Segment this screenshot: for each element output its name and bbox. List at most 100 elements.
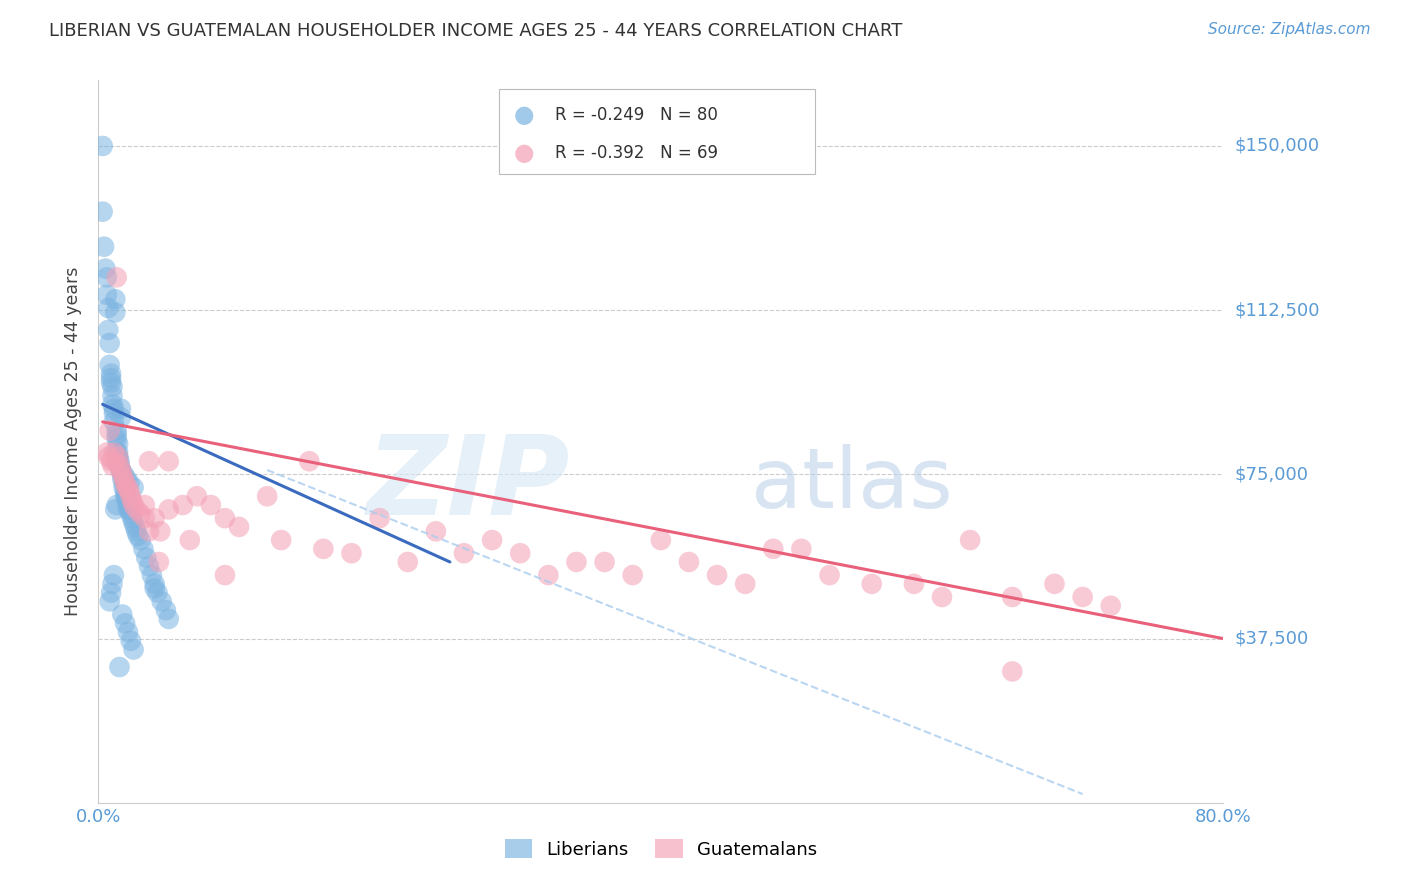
Point	[132, 541, 155, 556]
Point	[678, 555, 700, 569]
Point	[124, 520, 146, 534]
Point	[103, 406, 125, 420]
Point	[111, 467, 134, 482]
Point	[115, 481, 138, 495]
Point	[107, 450, 129, 464]
Point	[112, 467, 135, 482]
Point	[129, 533, 152, 547]
Point	[127, 529, 149, 543]
Point	[108, 454, 131, 468]
Point	[340, 546, 363, 560]
Point	[105, 445, 128, 459]
Point	[104, 454, 127, 468]
Point	[110, 410, 132, 425]
Point	[118, 502, 141, 516]
Point	[481, 533, 503, 547]
Point	[112, 481, 135, 495]
Point	[135, 550, 157, 565]
Point	[141, 568, 163, 582]
Point	[172, 498, 194, 512]
Point	[117, 481, 139, 495]
Text: R = -0.249   N = 80: R = -0.249 N = 80	[555, 105, 718, 124]
Point	[186, 489, 208, 503]
Point	[96, 270, 118, 285]
Point	[110, 463, 132, 477]
Point	[134, 498, 156, 512]
Point	[101, 577, 124, 591]
Point	[114, 476, 136, 491]
Point	[1099, 599, 1122, 613]
Point	[117, 625, 139, 640]
Point	[157, 612, 180, 626]
Point	[120, 489, 142, 503]
Point	[100, 371, 122, 385]
Point	[228, 520, 250, 534]
Text: ZIP: ZIP	[367, 432, 571, 539]
Point	[101, 380, 124, 394]
Point	[105, 424, 128, 438]
Point	[104, 292, 127, 306]
Text: ●: ●	[515, 141, 534, 165]
Point	[298, 454, 321, 468]
Point	[368, 511, 391, 525]
Point	[125, 524, 148, 539]
Point	[903, 577, 925, 591]
Text: R = -0.392   N = 69: R = -0.392 N = 69	[555, 144, 718, 161]
Point	[103, 401, 125, 416]
Point	[107, 445, 129, 459]
Point	[107, 436, 129, 450]
Point	[98, 594, 121, 608]
Point	[818, 568, 841, 582]
Point	[114, 489, 136, 503]
Point	[108, 458, 131, 473]
Point	[112, 476, 135, 491]
Point	[122, 516, 145, 530]
Point	[107, 450, 129, 464]
Point	[509, 546, 531, 560]
Point	[101, 388, 124, 402]
Point	[214, 511, 236, 525]
Point	[312, 541, 335, 556]
Point	[97, 450, 120, 464]
Point	[104, 305, 127, 319]
Point	[537, 568, 560, 582]
Point	[112, 472, 135, 486]
Point	[103, 445, 125, 459]
Point	[91, 204, 114, 219]
Point	[100, 376, 122, 390]
Point	[425, 524, 447, 539]
Text: $37,500: $37,500	[1234, 630, 1309, 648]
Text: Source: ZipAtlas.com: Source: ZipAtlas.com	[1208, 22, 1371, 37]
Point	[100, 454, 122, 468]
Point	[143, 511, 166, 525]
Text: ●: ●	[515, 103, 534, 127]
Point	[114, 484, 136, 499]
Point	[621, 568, 644, 582]
Point	[110, 401, 132, 416]
Point	[117, 498, 139, 512]
Point	[100, 585, 122, 599]
Point	[734, 577, 756, 591]
Point	[118, 484, 141, 499]
Point	[129, 507, 152, 521]
Point	[1071, 590, 1094, 604]
Point	[98, 336, 121, 351]
Point	[150, 594, 173, 608]
Point	[179, 533, 201, 547]
Point	[100, 367, 122, 381]
Point	[148, 555, 170, 569]
Point	[138, 524, 160, 539]
Point	[117, 502, 139, 516]
Point	[959, 533, 981, 547]
Text: LIBERIAN VS GUATEMALAN HOUSEHOLDER INCOME AGES 25 - 44 YEARS CORRELATION CHART: LIBERIAN VS GUATEMALAN HOUSEHOLDER INCOM…	[49, 22, 903, 40]
Point	[108, 458, 131, 473]
Point	[103, 568, 125, 582]
Point	[97, 301, 120, 315]
Point	[155, 603, 177, 617]
Point	[120, 633, 142, 648]
Point	[143, 577, 166, 591]
Point	[94, 261, 117, 276]
Point	[157, 502, 180, 516]
Point	[122, 642, 145, 657]
Point	[200, 498, 222, 512]
